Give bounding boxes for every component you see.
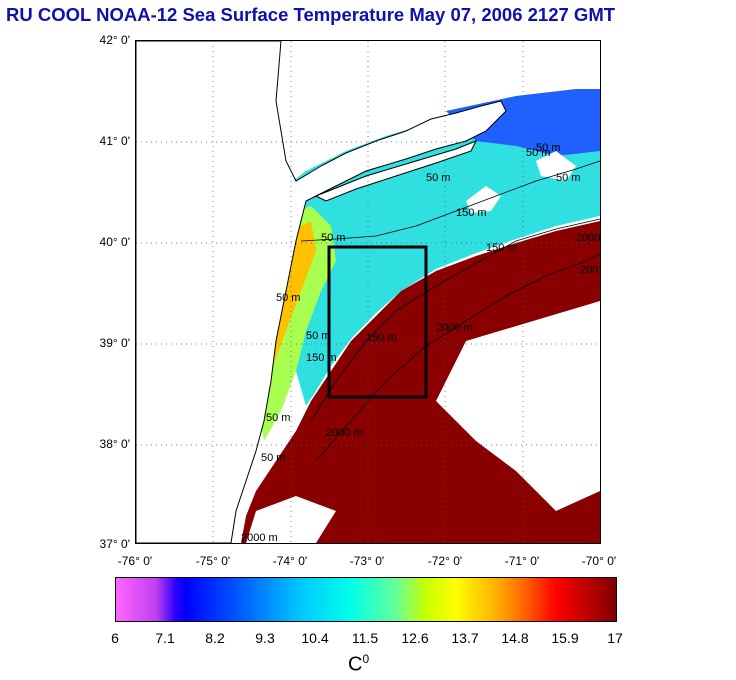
- sst-map-svg: 50 m 50 m 50 m 150 m 150 m 2000 m 2000 m…: [136, 41, 600, 543]
- colorbar-tick: 11.5: [351, 630, 379, 646]
- contour-label: 150 m: [456, 207, 487, 219]
- contour-label: 150 m: [366, 332, 397, 344]
- temperature-colorbar: [115, 577, 617, 622]
- long-island: [314, 140, 478, 202]
- contour-label: 50 m: [306, 330, 330, 342]
- contour-label: 50 m: [556, 172, 580, 184]
- contour-label: 50 m: [261, 452, 285, 464]
- contour-150m: [310, 218, 600, 422]
- lat-label-42: 42° 0': [99, 33, 130, 47]
- lon-label-70: -70° 0': [581, 554, 617, 568]
- contour-label: 2000 m: [436, 322, 473, 334]
- contour-label: 50 m: [536, 142, 560, 154]
- colorbar-tick: 9.3: [255, 630, 275, 646]
- colorbar-tick: 14.8: [501, 630, 529, 646]
- lat-label-37: 37° 0': [99, 537, 130, 551]
- lat-label-38: 38° 0': [99, 437, 130, 451]
- lat-label-39: 39° 0': [99, 336, 130, 350]
- contour-label: 150 m: [486, 242, 517, 254]
- cloud-patch-2: [466, 186, 501, 213]
- unit-sup: 0: [362, 652, 370, 666]
- colorbar-tick: 17: [607, 630, 623, 646]
- colorbar-tick: 8.2: [205, 630, 225, 646]
- map-title: RU COOL NOAA-12 Sea Surface Temperature …: [6, 4, 616, 25]
- cloud-patch-3: [536, 151, 576, 181]
- graticule: [136, 41, 600, 543]
- contour-label: 200: [580, 264, 598, 276]
- colorbar-tick: 10.4: [301, 630, 329, 646]
- contour-label: 150 m: [306, 352, 337, 364]
- lat-label-40: 40° 0': [99, 235, 130, 249]
- colorbar-tick: 7.1: [155, 630, 175, 646]
- lon-label-73: -73° 0': [349, 554, 385, 568]
- contour-label: 50 m: [426, 172, 450, 184]
- land-mass: [136, 41, 507, 543]
- contour-50m: [300, 160, 600, 242]
- colorbar-tick: 12.6: [401, 630, 429, 646]
- contour-label: 2000 m: [576, 232, 600, 244]
- colorbar-tick: 15.9: [551, 630, 579, 646]
- contour-label: 50 m: [266, 412, 290, 424]
- contour-label: 50 m: [321, 232, 345, 244]
- cloud-patch-4: [246, 496, 336, 543]
- colorbar-unit: C0: [348, 652, 369, 677]
- contour-label: 50 m: [526, 147, 550, 159]
- cloud-patch: [436, 301, 600, 511]
- study-box: [327, 245, 428, 399]
- lon-label-75: -75° 0': [195, 554, 231, 568]
- contour-label: 2000 m: [326, 427, 363, 439]
- unit-base: C: [348, 653, 363, 676]
- lat-label-41: 41° 0': [99, 134, 130, 148]
- lon-label-71: -71° 0': [504, 554, 540, 568]
- lon-label-74: -74° 0': [272, 554, 308, 568]
- contour-2000m: [315, 254, 600, 462]
- colorbar-tick: 6: [111, 630, 119, 646]
- lon-label-76: -76° 0': [117, 554, 153, 568]
- contour-label: 2000 m: [241, 532, 278, 543]
- colorbar-tick: 13.7: [451, 630, 479, 646]
- sst-map: 50 m 50 m 50 m 150 m 150 m 2000 m 2000 m…: [135, 40, 601, 544]
- contour-label: 50 m: [276, 292, 300, 304]
- lon-label-72: -72° 0': [427, 554, 463, 568]
